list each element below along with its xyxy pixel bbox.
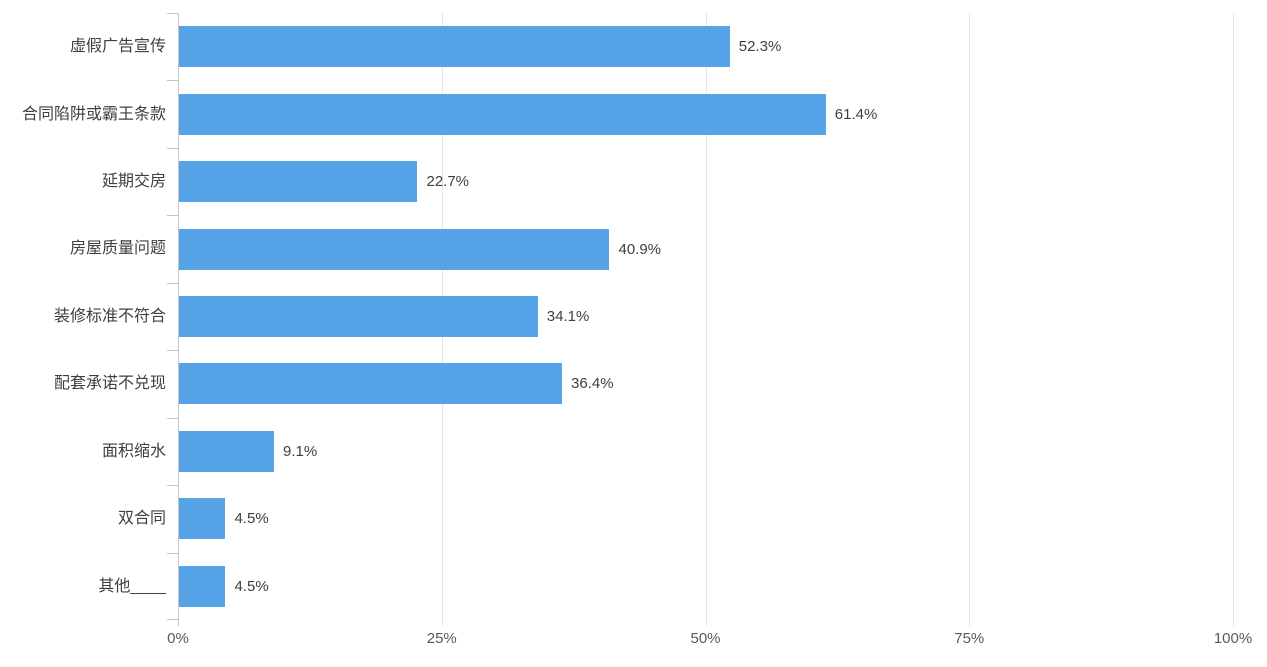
x-axis-tick-label: 25% [426,630,457,647]
bar [178,430,274,472]
bar-row: 延期交房 22.7% [102,148,1233,215]
gridline-50 [705,13,707,626]
bar [178,295,538,337]
bar-rows-layer: 虚假广告宣传 52.3% 合同陷阱或霸王条款 61.4% 延期交房 22.7% 房屋质量问题… [22,13,1233,620]
y-axis-tick [167,147,178,149]
category-label: 配套承诺不兑现 [53,375,166,393]
value-label: 61.4% [834,105,878,123]
bar-row: 面积缩水 9.1% [102,418,1233,485]
bar-row: 虚假广告宣传 52.3% [70,13,1233,80]
y-axis-tick [167,282,178,284]
y-axis-line [178,13,179,626]
plot-area: 虚假广告宣传 52.3% 合同陷阱或霸王条款 61.4% 延期交房 22.7% 房屋质量问题… [22,13,1234,626]
bar [178,228,610,270]
category-label: 面积缩水 [101,442,166,460]
y-axis-tick [167,215,178,217]
x-axis-tick-label: 0% [167,630,189,647]
y-axis-tick [167,417,178,419]
x-axis-tick-label: 50% [690,630,721,647]
category-label: 延期交房 [101,173,166,190]
bar [178,161,418,203]
value-label: 4.5% [234,577,269,595]
value-label: 36.4% [571,375,614,393]
y-axis-tick [167,485,178,487]
category-label: 其他____ [98,577,166,595]
x-axis-tick-label: 75% [954,630,985,647]
bar [178,26,730,68]
value-label: 22.7% [426,173,470,191]
bar-row: 配套承诺不兑现 36.4% [54,350,1233,417]
y-axis-tick [167,552,178,554]
bar-row: 合同陷阱或霸王条款 61.4% [22,80,1233,147]
x-axis-labels: 0% 25% 50% 75% 100% [167,630,1252,652]
category-label: 合同陷阱或霸王条款 [21,105,166,123]
category-label: 虚假广告宣传 [69,38,166,56]
gridline-100 [1233,13,1234,626]
category-label: 房屋质量问题 [69,240,166,258]
category-label: 装修标准不符合 [53,307,166,325]
y-axis-tick [167,350,178,352]
bar [178,565,226,607]
bar-row: 双合同 4.5% [118,485,1233,552]
bar [178,363,563,405]
bar-row: 装修标准不符合 34.1% [54,283,1233,350]
y-axis-tick [167,619,178,620]
bar [178,93,826,135]
y-axis-tick [167,13,178,14]
category-label: 双合同 [117,510,166,528]
x-axis-tick-label: 100% [1213,630,1253,647]
gridline-75 [969,13,971,626]
bar-row: 房屋质量问题 40.9% [70,215,1233,282]
value-label: 52.3% [738,38,782,56]
value-label: 4.5% [234,510,269,528]
bar-row: 其他____ 4.5% [98,553,1233,620]
y-axis-tick [167,80,178,82]
bar [178,498,226,540]
value-label: 34.1% [546,307,590,325]
value-label: 40.9% [618,240,662,258]
value-label: 9.1% [283,442,318,460]
